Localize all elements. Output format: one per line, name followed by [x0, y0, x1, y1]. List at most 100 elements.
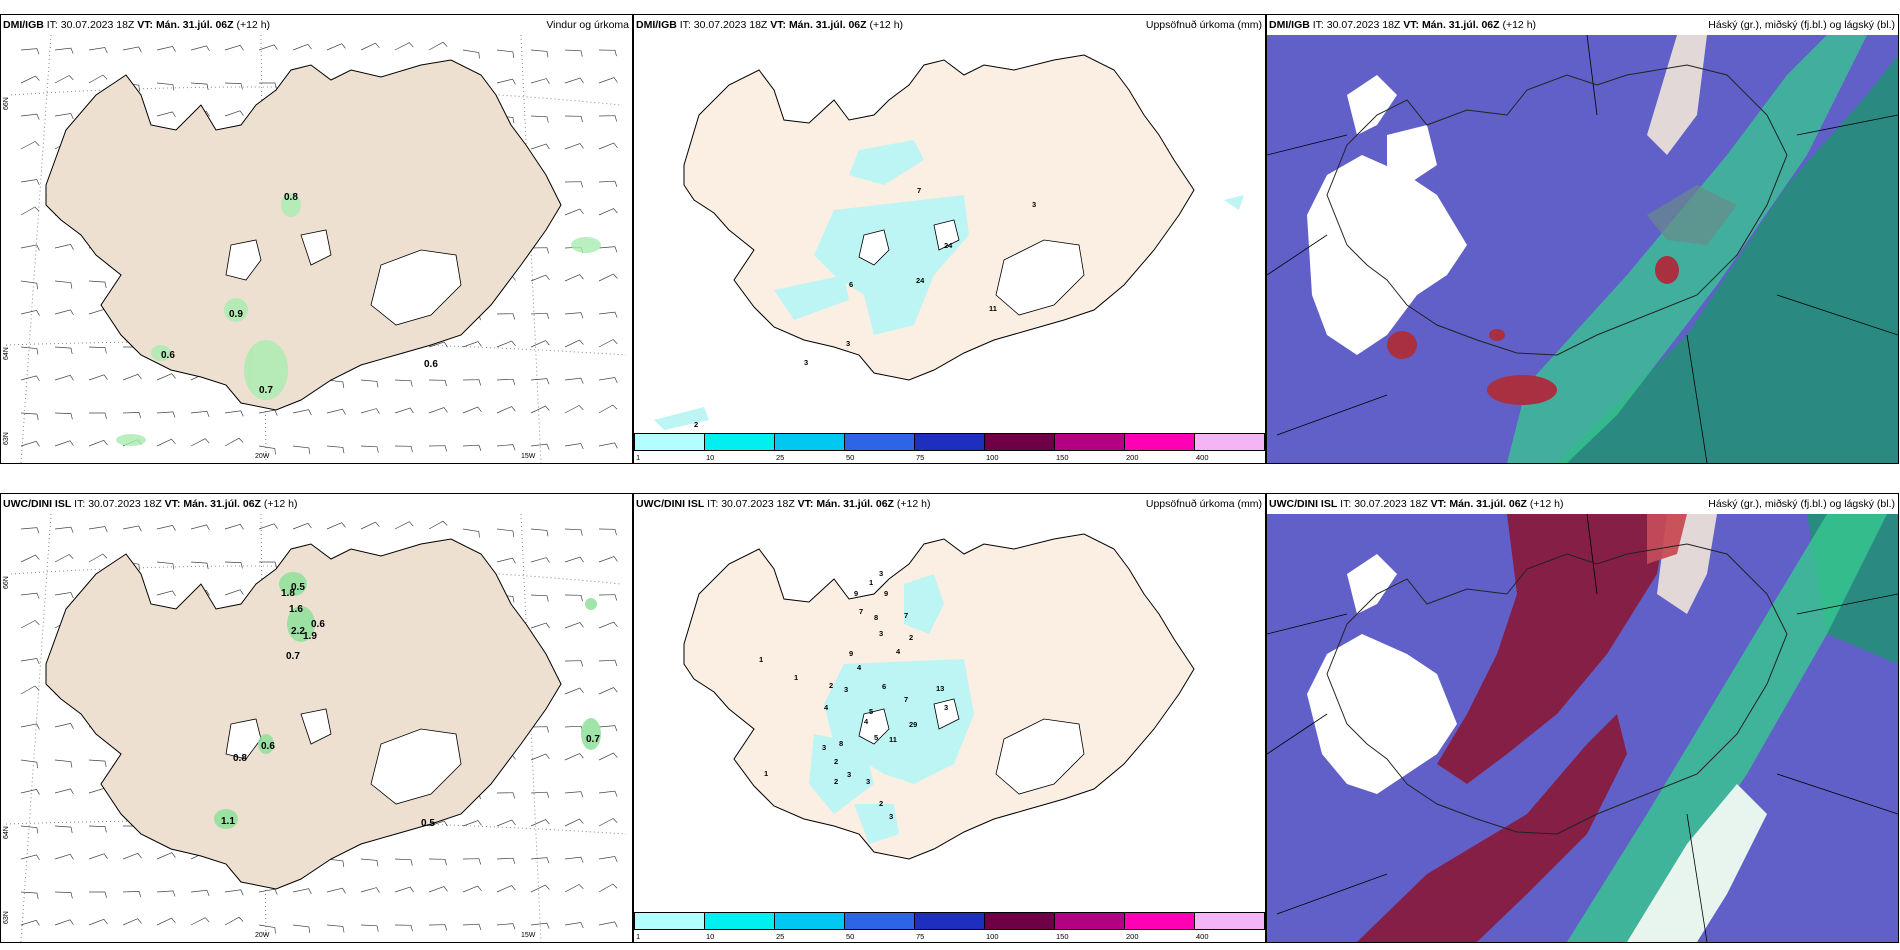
lon-label: 20W — [255, 453, 270, 460]
wind-barb — [394, 521, 414, 530]
wind-barb — [20, 440, 40, 447]
wind-barb — [564, 528, 583, 536]
wind-barb — [156, 45, 176, 52]
colorbar-swatch — [915, 913, 985, 929]
wind-barb — [530, 340, 550, 348]
colorbar-label: 150 — [1056, 453, 1069, 462]
lon-label: 20W — [255, 932, 270, 939]
wind-barb — [564, 922, 584, 929]
wind-barb — [190, 561, 209, 570]
wind-barb — [564, 594, 583, 602]
wind-barb — [394, 858, 413, 866]
wind-barb — [54, 759, 73, 768]
wind-barb — [598, 339, 618, 348]
glaciers — [858, 698, 1085, 795]
lon-label: 15W — [521, 453, 536, 460]
wind-barb — [156, 438, 176, 447]
wind-barb — [122, 918, 142, 926]
wind-barb — [89, 412, 107, 419]
wind-barb — [20, 620, 40, 629]
lat-label: 63N — [3, 911, 10, 924]
colorbar-swatch — [845, 434, 915, 450]
precip-value: 3 — [889, 812, 893, 821]
wind-barb — [530, 143, 550, 150]
lead-time: (+12 h) — [1529, 498, 1564, 510]
panel-bot-wind: UWC/DINI ISL IT: 30.07.2023 18Z VT: Mán.… — [0, 493, 633, 943]
wind-barb — [156, 561, 175, 570]
wind-barb — [598, 208, 618, 216]
wind-barb — [292, 409, 312, 416]
colorbar-label: 200 — [1126, 932, 1139, 941]
wind-barb — [190, 524, 210, 531]
wind-barb — [428, 858, 447, 866]
wind-barb — [20, 280, 38, 290]
wind-barb — [20, 919, 40, 926]
lead-time: (+12 h) — [869, 19, 904, 31]
panel-header: UWC/DINI ISL IT: 30.07.2023 18Z VT: Mán.… — [1, 494, 632, 514]
it-value: 30.07.2023 18Z — [60, 19, 135, 31]
vt-label: VT: — [164, 498, 181, 510]
colorbar-label: 200 — [1126, 453, 1139, 462]
wind-barb — [224, 523, 244, 530]
vt-value: Mán. 31.júl. 06Z — [816, 498, 894, 510]
wind-barb — [530, 247, 550, 254]
wind-barb — [564, 556, 584, 563]
precip-value: 1 — [869, 578, 873, 587]
wind-barb — [496, 528, 515, 537]
precip-value: 3 — [1032, 200, 1036, 209]
it-value: 30.07.2023 18Z — [1326, 19, 1401, 31]
colorbar-swatch — [775, 434, 845, 450]
wind-barb — [462, 341, 482, 348]
panel-title: Háský (gr.), miðský (fj.bl.) og lágský (… — [1708, 19, 1895, 31]
wind-barb — [564, 274, 584, 282]
wind-barb — [54, 526, 74, 533]
wind-barb — [496, 406, 516, 414]
wind-barb — [496, 378, 516, 386]
vt-label: VT: — [1430, 498, 1447, 510]
wind-barb — [428, 445, 448, 452]
wind-barb — [54, 440, 74, 447]
wind-barb — [20, 346, 39, 355]
panel-bot-precip: UWC/DINI ISL IT: 30.07.2023 18Z VT: Mán.… — [633, 493, 1266, 943]
wind-barb — [20, 723, 40, 730]
wind-barb — [530, 819, 550, 827]
wind-barb — [88, 74, 108, 84]
colorbar-swatch — [985, 434, 1055, 450]
wind-barb — [496, 78, 516, 85]
wind-barb — [564, 884, 584, 893]
wind-barb — [496, 49, 515, 58]
lead-time: (+12 h) — [263, 498, 298, 510]
lead-time: (+12 h) — [1502, 19, 1537, 31]
panel-top-precip: DMI/IGB IT: 30.07.2023 18Z VT: Mán. 31.j… — [633, 14, 1266, 464]
precip-value: 6 — [882, 682, 886, 691]
precip-value: 4 — [857, 663, 862, 672]
wind-barb — [89, 891, 107, 898]
wind-barb — [394, 42, 414, 51]
wind-barb — [122, 852, 142, 860]
wind-barb — [326, 887, 346, 894]
wind-barb — [20, 179, 40, 186]
wind-barb — [190, 889, 210, 897]
wind-barb — [20, 554, 40, 563]
colorbar-label: 100 — [986, 932, 999, 941]
colorbar-label: 10 — [706, 453, 715, 462]
precip-value: 0.7 — [286, 651, 300, 662]
colorbar-swatch — [705, 913, 775, 929]
colorbar-label: 400 — [1196, 453, 1209, 462]
wind-barb — [462, 444, 482, 452]
colorbar-swatch — [915, 434, 985, 450]
wind-barb — [530, 557, 550, 563]
colorbar-label: 75 — [916, 453, 925, 462]
colorbar-swatch — [1195, 434, 1264, 450]
low-cloud-areas — [1387, 256, 1679, 405]
colorbar-swatch — [1125, 913, 1195, 929]
wind-barb — [258, 523, 278, 530]
wind-barb — [88, 825, 107, 833]
wind-barb — [258, 44, 278, 51]
wind-barb — [20, 113, 40, 120]
precip-value: 2 — [694, 420, 698, 429]
wind-barb — [394, 379, 413, 387]
wind-barb — [564, 77, 584, 84]
precip-value: 0.6 — [261, 741, 275, 752]
vt-value: Mán. 31.júl. 06Z — [1449, 498, 1527, 510]
